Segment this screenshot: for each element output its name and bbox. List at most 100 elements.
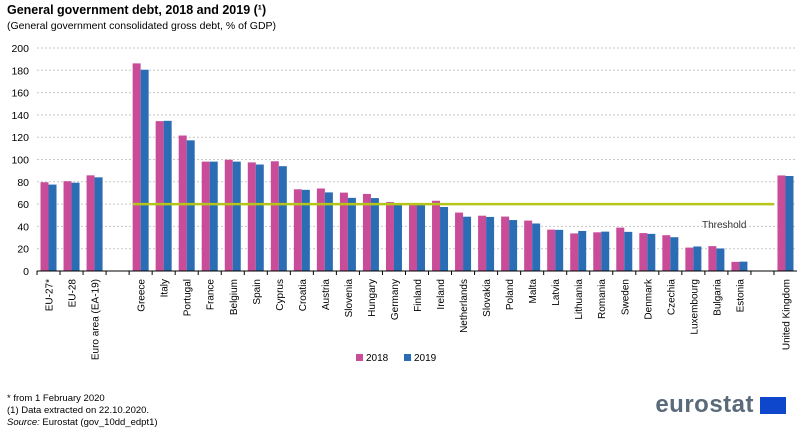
x-tick-label: Slovenia bbox=[344, 279, 355, 318]
bar-2018 bbox=[593, 232, 602, 271]
bar-2018 bbox=[270, 161, 279, 271]
x-tick-label: Germany bbox=[390, 279, 401, 320]
bar-2019 bbox=[486, 216, 495, 271]
source-note: Source: Eurostat (gov_10dd_edpt1) bbox=[7, 417, 158, 428]
bar-2018 bbox=[685, 247, 694, 271]
x-tick-label: Luxembourg bbox=[689, 279, 700, 335]
x-tick-label: Belgium bbox=[229, 279, 240, 315]
bar-2019 bbox=[370, 198, 379, 271]
y-tick-label: 0 bbox=[23, 266, 29, 278]
bar-2019 bbox=[417, 204, 425, 271]
x-tick-label: EU-28 bbox=[68, 279, 79, 308]
x-tick-label: Poland bbox=[505, 279, 516, 310]
x-tick-label: Italy bbox=[160, 279, 171, 297]
x-tick-label: Croatia bbox=[298, 279, 309, 312]
legend-label-2018: 2018 bbox=[366, 353, 389, 364]
x-tick-label: Euro area (EA-19) bbox=[91, 279, 102, 360]
x-tick-label: Hungary bbox=[367, 279, 378, 317]
bar-2018 bbox=[547, 229, 556, 271]
y-tick-label: 40 bbox=[17, 221, 29, 233]
footnote-eu27: * from 1 February 2020 bbox=[7, 393, 105, 404]
y-tick-label: 60 bbox=[17, 199, 29, 211]
y-tick-label: 120 bbox=[11, 132, 29, 144]
bar-2019 bbox=[186, 140, 195, 271]
bar-2019 bbox=[578, 230, 587, 271]
bar-2018 bbox=[155, 121, 164, 271]
bar-2018 bbox=[501, 216, 510, 271]
x-tick-label: EU-27* bbox=[45, 279, 56, 311]
threshold-label: Threshold bbox=[702, 220, 746, 231]
bar-2019 bbox=[94, 177, 103, 271]
x-tick-label: Portugal bbox=[183, 279, 194, 316]
x-tick-label: Cyprus bbox=[275, 279, 286, 311]
bar-2018 bbox=[63, 181, 72, 271]
legend-swatch-2018 bbox=[356, 354, 363, 361]
bar-2018 bbox=[570, 233, 579, 271]
bar-2018 bbox=[247, 162, 256, 271]
legend-label-2019: 2019 bbox=[414, 353, 437, 364]
bar-2018 bbox=[639, 233, 648, 271]
x-tick-label: Sweden bbox=[620, 279, 631, 315]
footnote-extraction: (1) Data extracted on 22.10.2020. bbox=[7, 405, 150, 416]
x-tick-label: Greece bbox=[137, 279, 148, 312]
bar-2018 bbox=[616, 227, 625, 271]
x-tick-label: Estonia bbox=[735, 279, 746, 313]
bar-2019 bbox=[532, 223, 541, 271]
bar-2018 bbox=[731, 261, 740, 271]
bar-2018 bbox=[362, 193, 371, 271]
x-tick-label: Finland bbox=[413, 279, 424, 312]
bar-2019 bbox=[624, 231, 633, 271]
y-tick-label: 80 bbox=[17, 177, 29, 189]
x-tick-label: Lithuania bbox=[574, 279, 585, 320]
x-tick-label: Netherlands bbox=[459, 279, 470, 333]
bar-2019 bbox=[347, 197, 356, 271]
bar-2018 bbox=[409, 204, 417, 271]
bar-2018 bbox=[455, 212, 464, 271]
x-tick-label: United Kingdom bbox=[781, 279, 792, 350]
bar-2018 bbox=[385, 202, 394, 271]
bar-2018 bbox=[40, 182, 49, 271]
bar-2019 bbox=[255, 164, 264, 271]
logo-text: eurostat bbox=[655, 391, 754, 418]
source-label: Source: bbox=[7, 417, 40, 428]
x-tick-label: Latvia bbox=[551, 279, 562, 306]
x-tick-label: France bbox=[206, 279, 217, 311]
bar-2019 bbox=[555, 229, 564, 271]
x-tick-label: Austria bbox=[321, 279, 332, 311]
x-tick-label: Bulgaria bbox=[712, 279, 723, 316]
bar-2018 bbox=[432, 200, 441, 271]
bar-2019 bbox=[716, 248, 725, 271]
bar-2019 bbox=[301, 189, 310, 271]
bar-2018 bbox=[224, 159, 233, 271]
bar-2019 bbox=[693, 246, 702, 271]
x-tick-label: Slovakia bbox=[482, 279, 493, 317]
bar-2019 bbox=[601, 231, 610, 271]
chart-title: General government debt, 2018 and 2019 (… bbox=[7, 3, 267, 17]
bar-2018 bbox=[478, 215, 487, 271]
bar-2019 bbox=[232, 161, 241, 271]
bar-2019 bbox=[71, 182, 80, 271]
bar-2018 bbox=[316, 188, 325, 271]
bar-2019 bbox=[440, 206, 449, 271]
x-tick-label: Czechia bbox=[666, 279, 677, 316]
eu-flag-icon bbox=[760, 396, 786, 414]
eurostat-logo: eurostat bbox=[655, 391, 786, 419]
bar-2019 bbox=[647, 233, 656, 271]
bar-2018 bbox=[293, 189, 302, 271]
legend-swatch-2019 bbox=[404, 354, 411, 361]
chart-subtitle: (General government consolidated gross d… bbox=[7, 20, 277, 32]
bar-2019 bbox=[278, 166, 287, 271]
y-tick-label: 180 bbox=[11, 65, 29, 77]
bar-2019 bbox=[670, 237, 679, 271]
x-tick-label: Denmark bbox=[643, 278, 654, 320]
bar-2019 bbox=[739, 261, 748, 271]
x-tick-label: Ireland bbox=[436, 279, 447, 310]
bar-2019 bbox=[209, 161, 218, 271]
bar-2018 bbox=[201, 161, 210, 271]
x-tick-label: Romania bbox=[597, 279, 608, 319]
x-tick-label: Malta bbox=[528, 279, 539, 304]
bar-2018 bbox=[524, 220, 533, 271]
y-tick-label: 20 bbox=[17, 244, 29, 256]
x-tick-label: Spain bbox=[252, 279, 263, 305]
